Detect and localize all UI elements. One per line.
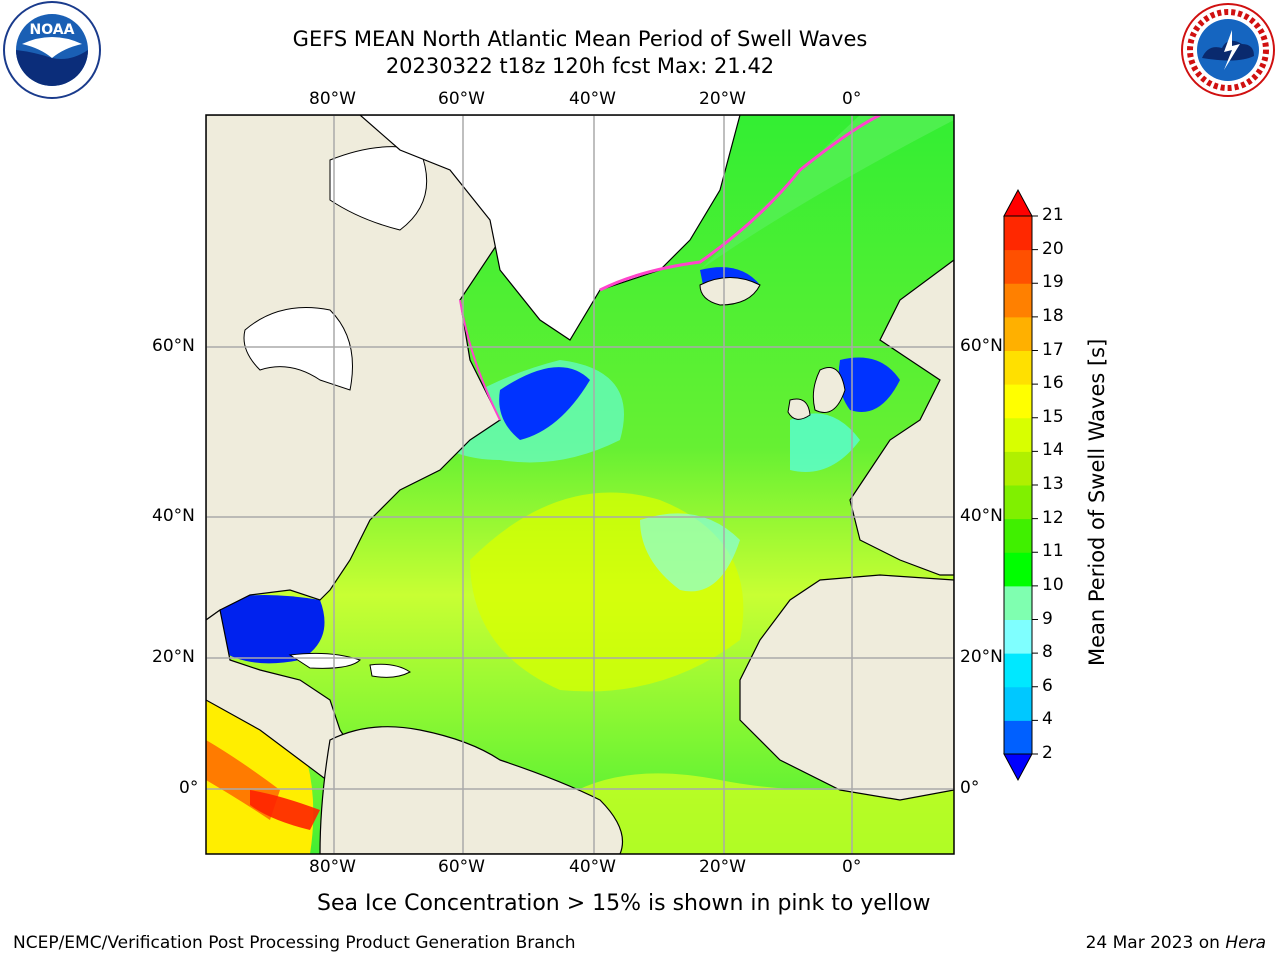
footer-date: 24 Mar 2023 on (1085, 933, 1226, 953)
map-subtitle: 20230322 t18z 120h fcst Max: 21.42 (385, 54, 775, 78)
map-title: GEFS MEAN North Atlantic Mean Period of … (292, 27, 868, 51)
land-cuba (288, 652, 361, 669)
lat-tick-left: 0° (179, 778, 199, 798)
lon-tick-bottom: 20°W (699, 857, 746, 877)
lat-tick-left: 60°N (152, 336, 195, 356)
land-europe (849, 259, 954, 576)
colorbar-tick-label: 18 (1042, 305, 1064, 326)
colorbar-tick-label: 12 (1042, 507, 1064, 528)
lon-tick-bottom: 80°W (309, 857, 356, 877)
colorbar-tick-label: 14 (1042, 440, 1064, 461)
lat-tick-left: 20°N (152, 647, 195, 667)
footer-right: 24 Mar 2023 on Hera (1086, 933, 1266, 953)
land-british-isles (812, 367, 846, 413)
lon-tick-bottom: 40°W (569, 857, 616, 877)
colorbar-tick-label: 20 (1042, 238, 1064, 259)
footer-host: Hera (1225, 933, 1266, 953)
swell-patch-blue (499, 367, 590, 440)
lon-tick-top: 60°W (438, 89, 485, 109)
noaa-logo-text: NOAA (30, 22, 75, 38)
lat-tick-right: 0° (960, 778, 980, 798)
lat-tick-right: 40°N (960, 506, 1003, 526)
lat-tick-right: 60°N (960, 336, 1003, 356)
colorbar-label: Mean Period of Swell Waves [s] (1085, 338, 1109, 666)
lon-tick-top: 40°W (569, 89, 616, 109)
lon-tick-bottom: 60°W (438, 857, 485, 877)
land-south-america (319, 726, 624, 854)
colorbar-tick-label: 13 (1042, 474, 1064, 494)
colorbar-tick-label: 9 (1042, 608, 1053, 629)
land-iceland (699, 277, 761, 306)
noaa-logo: NOAA (0, 0, 105, 100)
colorbar-tick-label: 2 (1042, 743, 1053, 763)
colorbar-tick-label: 19 (1042, 272, 1064, 293)
lon-tick-top: 20°W (699, 89, 746, 109)
lon-tick-top: 80°W (309, 89, 356, 109)
lon-tick-top: 0° (842, 89, 862, 109)
sea-ice-edge (599, 115, 881, 292)
lon-tick-bottom: 0° (842, 857, 862, 877)
colorbar-tick-label: 15 (1042, 406, 1064, 427)
sea-ice-note: Sea Ice Concentration > 15% is shown in … (317, 891, 931, 916)
footer-left: NCEP/EMC/Verification Post Processing Pr… (13, 933, 576, 953)
colorbar-tick-label: 8 (1042, 642, 1053, 663)
colorbar-tick-label: 4 (1042, 709, 1053, 730)
lat-tick-left: 40°N (152, 506, 195, 526)
nws-logo (1178, 0, 1280, 100)
colorbar-tick-label: 16 (1042, 373, 1064, 394)
colorbar-tick-label: 10 (1042, 574, 1064, 595)
colorbar-tick-label: 11 (1042, 541, 1064, 562)
colorbar-tick-label: 17 (1042, 339, 1064, 360)
colorbar-tick-label: 6 (1042, 675, 1053, 696)
map-frame (205, 114, 955, 855)
gulf-of-mexico (218, 595, 325, 664)
land-africa (739, 574, 954, 801)
lat-tick-right: 20°N (960, 647, 1003, 667)
map-field (206, 115, 954, 854)
land-greenland (359, 115, 741, 341)
graticule (206, 115, 954, 854)
colorbar-tick-label: 21 (1042, 205, 1064, 225)
